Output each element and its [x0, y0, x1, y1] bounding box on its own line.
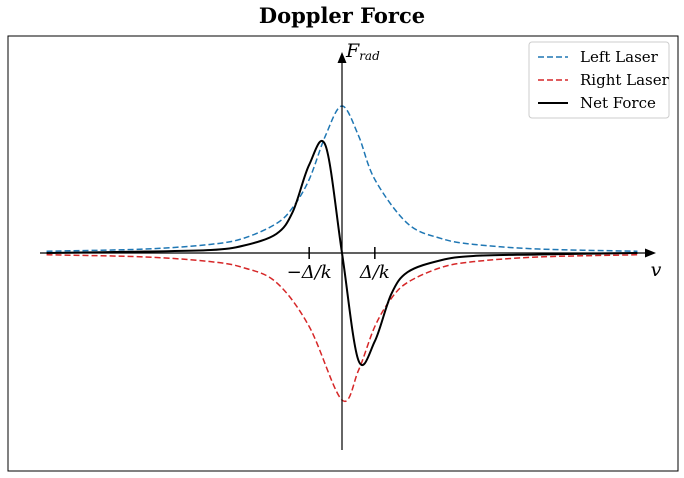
x-axis-label: v: [651, 259, 662, 281]
legend: Left Laser Right Laser Net Force: [528, 41, 670, 119]
x-tick-label: Δ/k: [359, 262, 390, 283]
x-tick-label: −Δ/k: [287, 262, 332, 283]
series-line-left-laser: [46, 105, 638, 252]
legend-label-right-laser: Right Laser: [580, 71, 670, 89]
x-axis-arrow: [645, 248, 656, 258]
y-axis-label: Frad: [345, 40, 380, 63]
legend-label-left-laser: Left Laser: [580, 48, 659, 66]
axes-layer: −Δ/k Δ/k v Frad: [40, 40, 662, 450]
chart-title: Doppler Force: [258, 3, 426, 28]
legend-label-net-force: Net Force: [580, 94, 656, 112]
y-axis-arrow: [337, 52, 347, 63]
legend-box: [528, 41, 670, 119]
series-line-right-laser: [46, 254, 638, 403]
plot-frame: [7, 35, 679, 472]
